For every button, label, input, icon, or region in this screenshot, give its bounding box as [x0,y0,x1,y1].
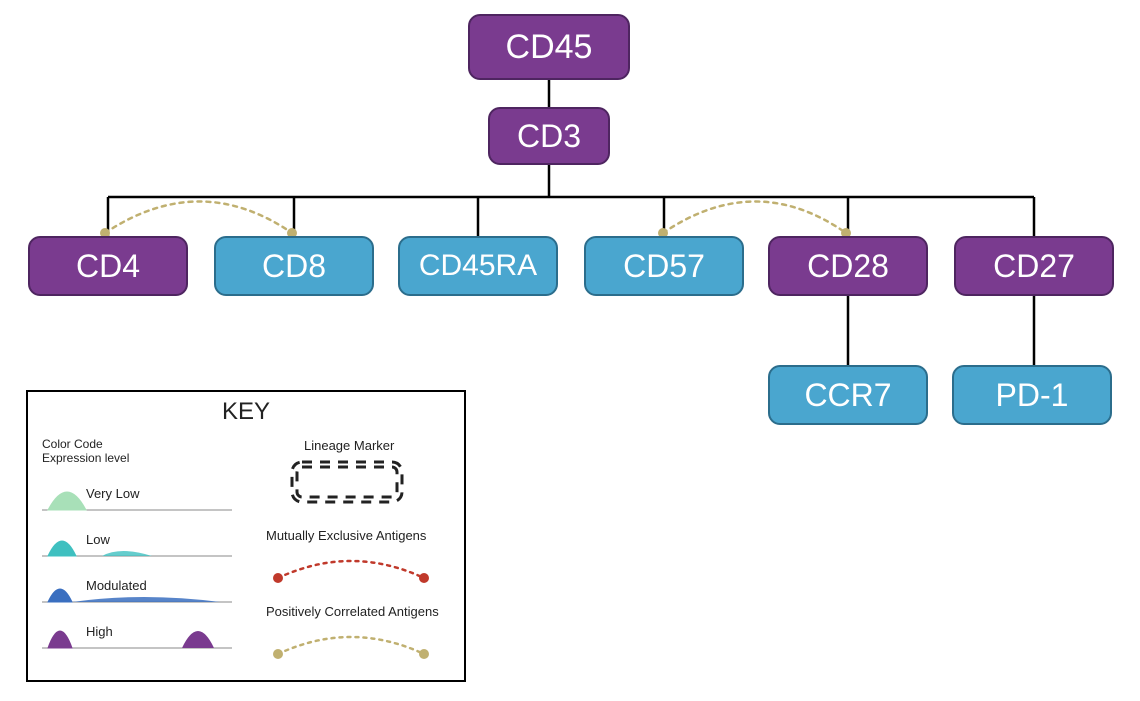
key-level-label: Modulated [86,578,147,593]
key-level-modulated: Modulated [42,578,232,602]
node-cd8: CD8 [214,236,374,296]
node-label-cd3: CD3 [517,118,581,155]
key-level-label: Very Low [86,486,140,501]
key-colorcode-label: Color CodeExpression level [42,437,129,465]
node-label-cd28: CD28 [807,248,889,285]
corr-arc-0 [105,202,292,234]
node-label-cd8: CD8 [262,248,326,285]
key-legend-label: Mutually Exclusive Antigens [266,528,427,543]
key-level-label: Low [86,532,110,547]
key-level-label: High [86,624,113,639]
key-legend-arc [278,561,424,578]
node-label-ccr7: CCR7 [804,377,891,414]
key-legend-label: Positively Correlated Antigens [266,604,439,619]
key-box: KEY Color CodeExpression levelVery LowLo… [26,390,466,682]
node-label-cd4: CD4 [76,248,140,285]
lineage-marker-icon [292,462,402,502]
node-label-cd57: CD57 [623,248,705,285]
node-cd27: CD27 [954,236,1114,296]
key-level-low: Low [42,532,232,556]
node-cd28: CD28 [768,236,928,296]
key-graphics: Color CodeExpression level Very Low Low Mod… [28,392,468,684]
corr-arc-1 [663,202,846,234]
key-legend-arc [278,637,424,654]
node-label-cd27: CD27 [993,248,1075,285]
node-cd3: CD3 [488,107,610,165]
key-lineage-label: Lineage Marker [304,438,395,453]
key-level-high: High [42,624,232,648]
key-level-very-low: Very Low [42,486,232,510]
node-pd1: PD-1 [952,365,1112,425]
node-label-pd1: PD-1 [996,377,1069,414]
node-cd57: CD57 [584,236,744,296]
node-label-cd45: CD45 [506,28,593,67]
node-ccr7: CCR7 [768,365,928,425]
node-cd4: CD4 [28,236,188,296]
node-cd45ra: CD45RA [398,236,558,296]
node-label-cd45ra: CD45RA [419,249,537,283]
node-cd45: CD45 [468,14,630,80]
